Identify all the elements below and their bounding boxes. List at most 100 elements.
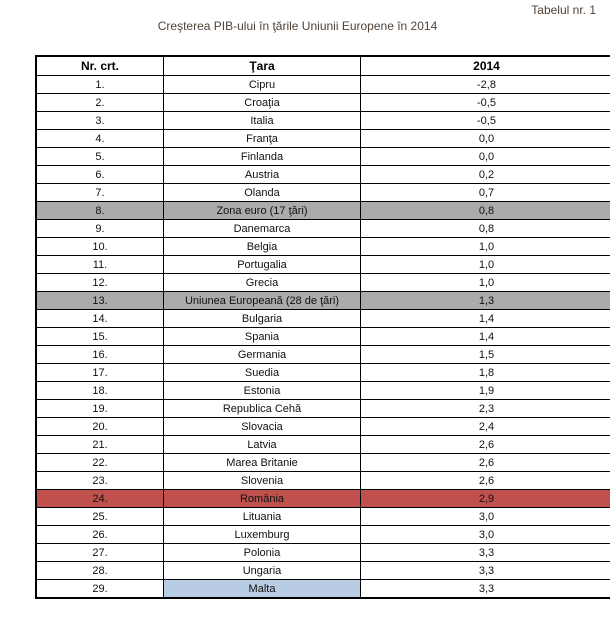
cell-value: 1,4 [360, 309, 610, 328]
cell-nr: 3. [35, 111, 164, 130]
cell-country: Zona euro (17 ţări) [163, 201, 361, 220]
cell-nr: 17. [35, 363, 164, 382]
table-row: 3. Italia -0,5 [35, 111, 610, 130]
cell-nr: 15. [35, 327, 164, 346]
cell-country: Belgia [163, 237, 361, 256]
cell-value: 3,3 [360, 543, 610, 562]
cell-country: Slovenia [163, 471, 361, 490]
cell-nr: 13. [35, 291, 164, 310]
table-row: 18. Estonia 1,9 [35, 381, 610, 400]
table-row: 23. Slovenia 2,6 [35, 471, 610, 490]
cell-country: Danemarca [163, 219, 361, 238]
cell-nr: 20. [35, 417, 164, 436]
cell-nr: 26. [35, 525, 164, 544]
table-row: 21. Latvia 2,6 [35, 435, 610, 454]
cell-nr: 18. [35, 381, 164, 400]
cell-value: 1,3 [360, 291, 610, 310]
cell-country: Republica Cehă [163, 399, 361, 418]
cell-nr: 16. [35, 345, 164, 364]
cell-value: 0,0 [360, 129, 610, 148]
cell-value: 2,9 [360, 489, 610, 508]
cell-value: 2,6 [360, 453, 610, 472]
column-header-tara: Ţara [163, 55, 361, 76]
cell-country: Lituania [163, 507, 361, 526]
cell-country: Croaţia [163, 93, 361, 112]
column-header-2014: 2014 [360, 55, 610, 76]
cell-value: -2,8 [360, 75, 610, 94]
cell-value: 1,4 [360, 327, 610, 346]
cell-country: Spania [163, 327, 361, 346]
cell-nr: 11. [35, 255, 164, 274]
table-row: 13. Uniunea Europeană (28 de ţări) 1,3 [35, 291, 610, 310]
cell-country: Ungaria [163, 561, 361, 580]
cell-country: Estonia [163, 381, 361, 400]
table-row: 25. Lituania 3,0 [35, 507, 610, 526]
table-row: 9. Danemarca 0,8 [35, 219, 610, 238]
table-number-caption: Tabelul nr. 1 [531, 3, 596, 17]
cell-nr: 2. [35, 93, 164, 112]
table-body: 1. Cipru -2,8 2. Croaţia -0,5 3. Italia -0,5 4. Fr… [35, 75, 610, 599]
cell-country: Luxemburg [163, 525, 361, 544]
table-title: Creşterea PIB-ului în ţările Uniunii Eur… [157, 19, 438, 33]
cell-value: 0,8 [360, 219, 610, 238]
cell-nr: 19. [35, 399, 164, 418]
cell-value: 1,9 [360, 381, 610, 400]
table-head: Nr. crt. Ţara 2014 [35, 55, 610, 76]
cell-value: 1,8 [360, 363, 610, 382]
cell-nr: 5. [35, 147, 164, 166]
column-header-nr-crt: Nr. crt. [35, 55, 164, 76]
table-row: 5. Finlanda 0,0 [35, 147, 610, 166]
cell-nr: 28. [35, 561, 164, 580]
table-row: 20. Slovacia 2,4 [35, 417, 610, 436]
table-row: 26. Luxemburg 3,0 [35, 525, 610, 544]
cell-country: Marea Britanie [163, 453, 361, 472]
cell-nr: 10. [35, 237, 164, 256]
cell-country: Finlanda [163, 147, 361, 166]
cell-country: Suedia [163, 363, 361, 382]
cell-value: -0,5 [360, 93, 610, 112]
gdp-growth-table: Nr. crt. Ţara 2014 1. Cipru -2,8 2. Croaţia -… [35, 55, 610, 599]
cell-nr: 1. [35, 75, 164, 94]
cell-country: Bulgaria [163, 309, 361, 328]
cell-country: Olanda [163, 183, 361, 202]
table-row: 27. Polonia 3,3 [35, 543, 610, 562]
cell-value: 2,6 [360, 471, 610, 490]
cell-country: România [163, 489, 361, 508]
cell-nr: 23. [35, 471, 164, 490]
cell-country: Portugalia [163, 255, 361, 274]
cell-value: 0,8 [360, 201, 610, 220]
table-row: 4. Franţa 0,0 [35, 129, 610, 148]
cell-value: 2,3 [360, 399, 610, 418]
cell-nr: 6. [35, 165, 164, 184]
cell-nr: 8. [35, 201, 164, 220]
cell-country: Franţa [163, 129, 361, 148]
table-row: 14. Bulgaria 1,4 [35, 309, 610, 328]
cell-nr: 7. [35, 183, 164, 202]
table-row: 2. Croaţia -0,5 [35, 93, 610, 112]
cell-nr: 24. [35, 489, 164, 508]
cell-value: -0,5 [360, 111, 610, 130]
cell-country: Italia [163, 111, 361, 130]
table-row: 17. Suedia 1,8 [35, 363, 610, 382]
table-row: 1. Cipru -2,8 [35, 75, 610, 94]
cell-value: 3,3 [360, 561, 610, 580]
table-row: 16. Germania 1,5 [35, 345, 610, 364]
cell-value: 3,3 [360, 579, 610, 599]
cell-value: 0,7 [360, 183, 610, 202]
table-row: 28. Ungaria 3,3 [35, 561, 610, 580]
table-row: 15. Spania 1,4 [35, 327, 610, 346]
cell-country: Grecia [163, 273, 361, 292]
table-row: 12. Grecia 1,0 [35, 273, 610, 292]
table-row: 7. Olanda 0,7 [35, 183, 610, 202]
cell-nr: 14. [35, 309, 164, 328]
cell-nr: 25. [35, 507, 164, 526]
table-row: 8. Zona euro (17 ţări) 0,8 [35, 201, 610, 220]
cell-nr: 22. [35, 453, 164, 472]
cell-nr: 4. [35, 129, 164, 148]
cell-nr: 21. [35, 435, 164, 454]
cell-country: Austria [163, 165, 361, 184]
cell-country: Germania [163, 345, 361, 364]
cell-value: 1,5 [360, 345, 610, 364]
cell-nr: 9. [35, 219, 164, 238]
cell-country: Polonia [163, 543, 361, 562]
